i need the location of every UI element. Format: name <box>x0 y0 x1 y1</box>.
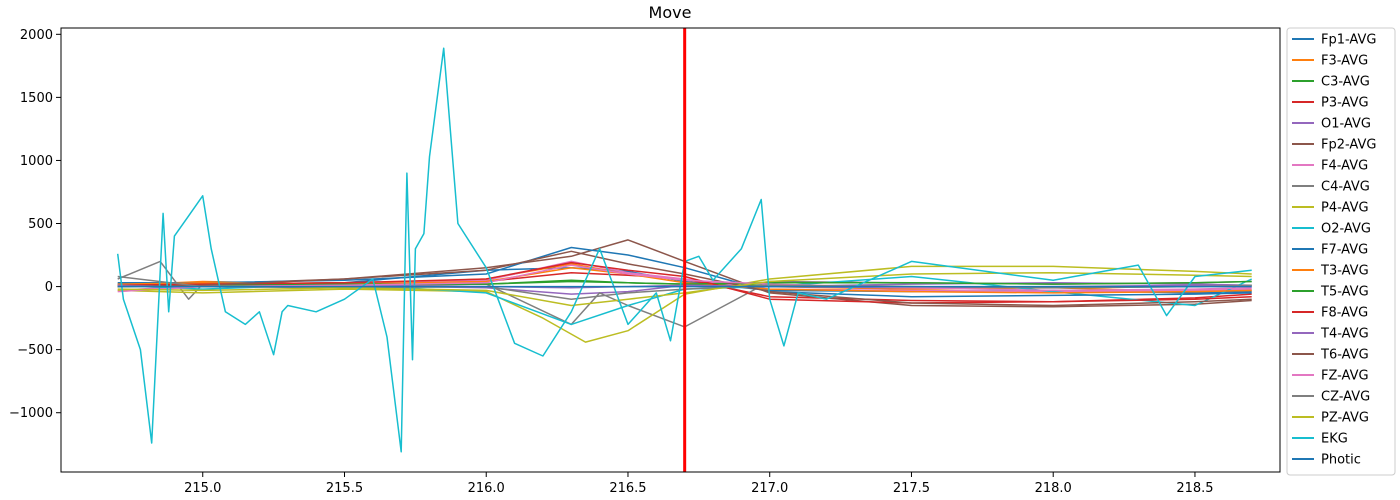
legend-box <box>1286 27 1396 476</box>
legend-label: T3-AVG <box>1320 264 1369 279</box>
legend-label: T4-AVG <box>1320 327 1369 342</box>
legend-label: Fp1-AVG <box>1321 33 1376 48</box>
legend-label: P4-AVG <box>1321 201 1369 216</box>
y-tick-label: 2000 <box>20 28 53 43</box>
legend-label: Fp2-AVG <box>1321 138 1376 153</box>
x-tick-label: 217.0 <box>751 481 788 496</box>
x-tick-label: 218.5 <box>1176 481 1213 496</box>
legend-label: P3-AVG <box>1321 96 1369 111</box>
legend-label: F7-AVG <box>1321 243 1368 258</box>
x-tick-label: 216.5 <box>609 481 646 496</box>
series-line-ekg <box>116 47 1252 453</box>
series-layer <box>116 47 1253 453</box>
x-tick-label: 215.0 <box>184 481 221 496</box>
legend-label: O2-AVG <box>1321 222 1371 237</box>
y-tick-label: 500 <box>28 217 53 232</box>
y-tick-label: 1500 <box>20 91 53 106</box>
y-axis: −1000 −500 0 500 1000 1500 2000 <box>9 28 61 421</box>
series-line-t5-avg <box>117 279 1252 288</box>
chart-title: Move <box>649 3 692 22</box>
legend-label: FZ-AVG <box>1321 369 1369 384</box>
plot-frame <box>60 27 1281 473</box>
legend-label: F3-AVG <box>1321 54 1368 69</box>
legend-label: T5-AVG <box>1320 285 1369 300</box>
y-tick-label: 0 <box>45 280 53 295</box>
series-line-pz-avg <box>117 271 1252 307</box>
x-axis: 215.0 215.5 216.0 216.5 217.0 217.5 218.0 218.5 <box>184 472 1214 496</box>
series-line-f8-avg <box>117 261 1252 304</box>
legend-label: F8-AVG <box>1321 306 1368 321</box>
x-tick-label: 217.5 <box>893 481 930 496</box>
legend-label: PZ-AVG <box>1321 411 1369 426</box>
series-line-t6-avg <box>117 250 1252 307</box>
y-tick-label: −1000 <box>9 406 53 421</box>
legend-label: C3-AVG <box>1321 75 1370 90</box>
x-tick-label: 215.5 <box>326 481 363 496</box>
y-tick-label: −500 <box>17 343 53 358</box>
legend-label: Photic <box>1321 453 1361 468</box>
plot-background <box>61 28 1280 472</box>
x-tick-label: 218.0 <box>1035 481 1072 496</box>
legend-label: EKG <box>1321 432 1348 447</box>
legend-label: T6-AVG <box>1320 348 1369 363</box>
legend: Fp1-AVG F3-AVG C3-AVG P3-AVG O1-AVG Fp2-AVG F4… <box>1286 27 1396 476</box>
legend-label: C4-AVG <box>1321 180 1370 195</box>
y-tick-label: 1000 <box>20 154 53 169</box>
x-tick-label: 216.0 <box>468 481 505 496</box>
series-line-fz-avg <box>117 264 1252 293</box>
legend-label: F4-AVG <box>1321 159 1368 174</box>
legend-label: O1-AVG <box>1321 117 1371 132</box>
series-line-p4-avg <box>117 265 1252 343</box>
legend-label: CZ-AVG <box>1321 390 1370 405</box>
